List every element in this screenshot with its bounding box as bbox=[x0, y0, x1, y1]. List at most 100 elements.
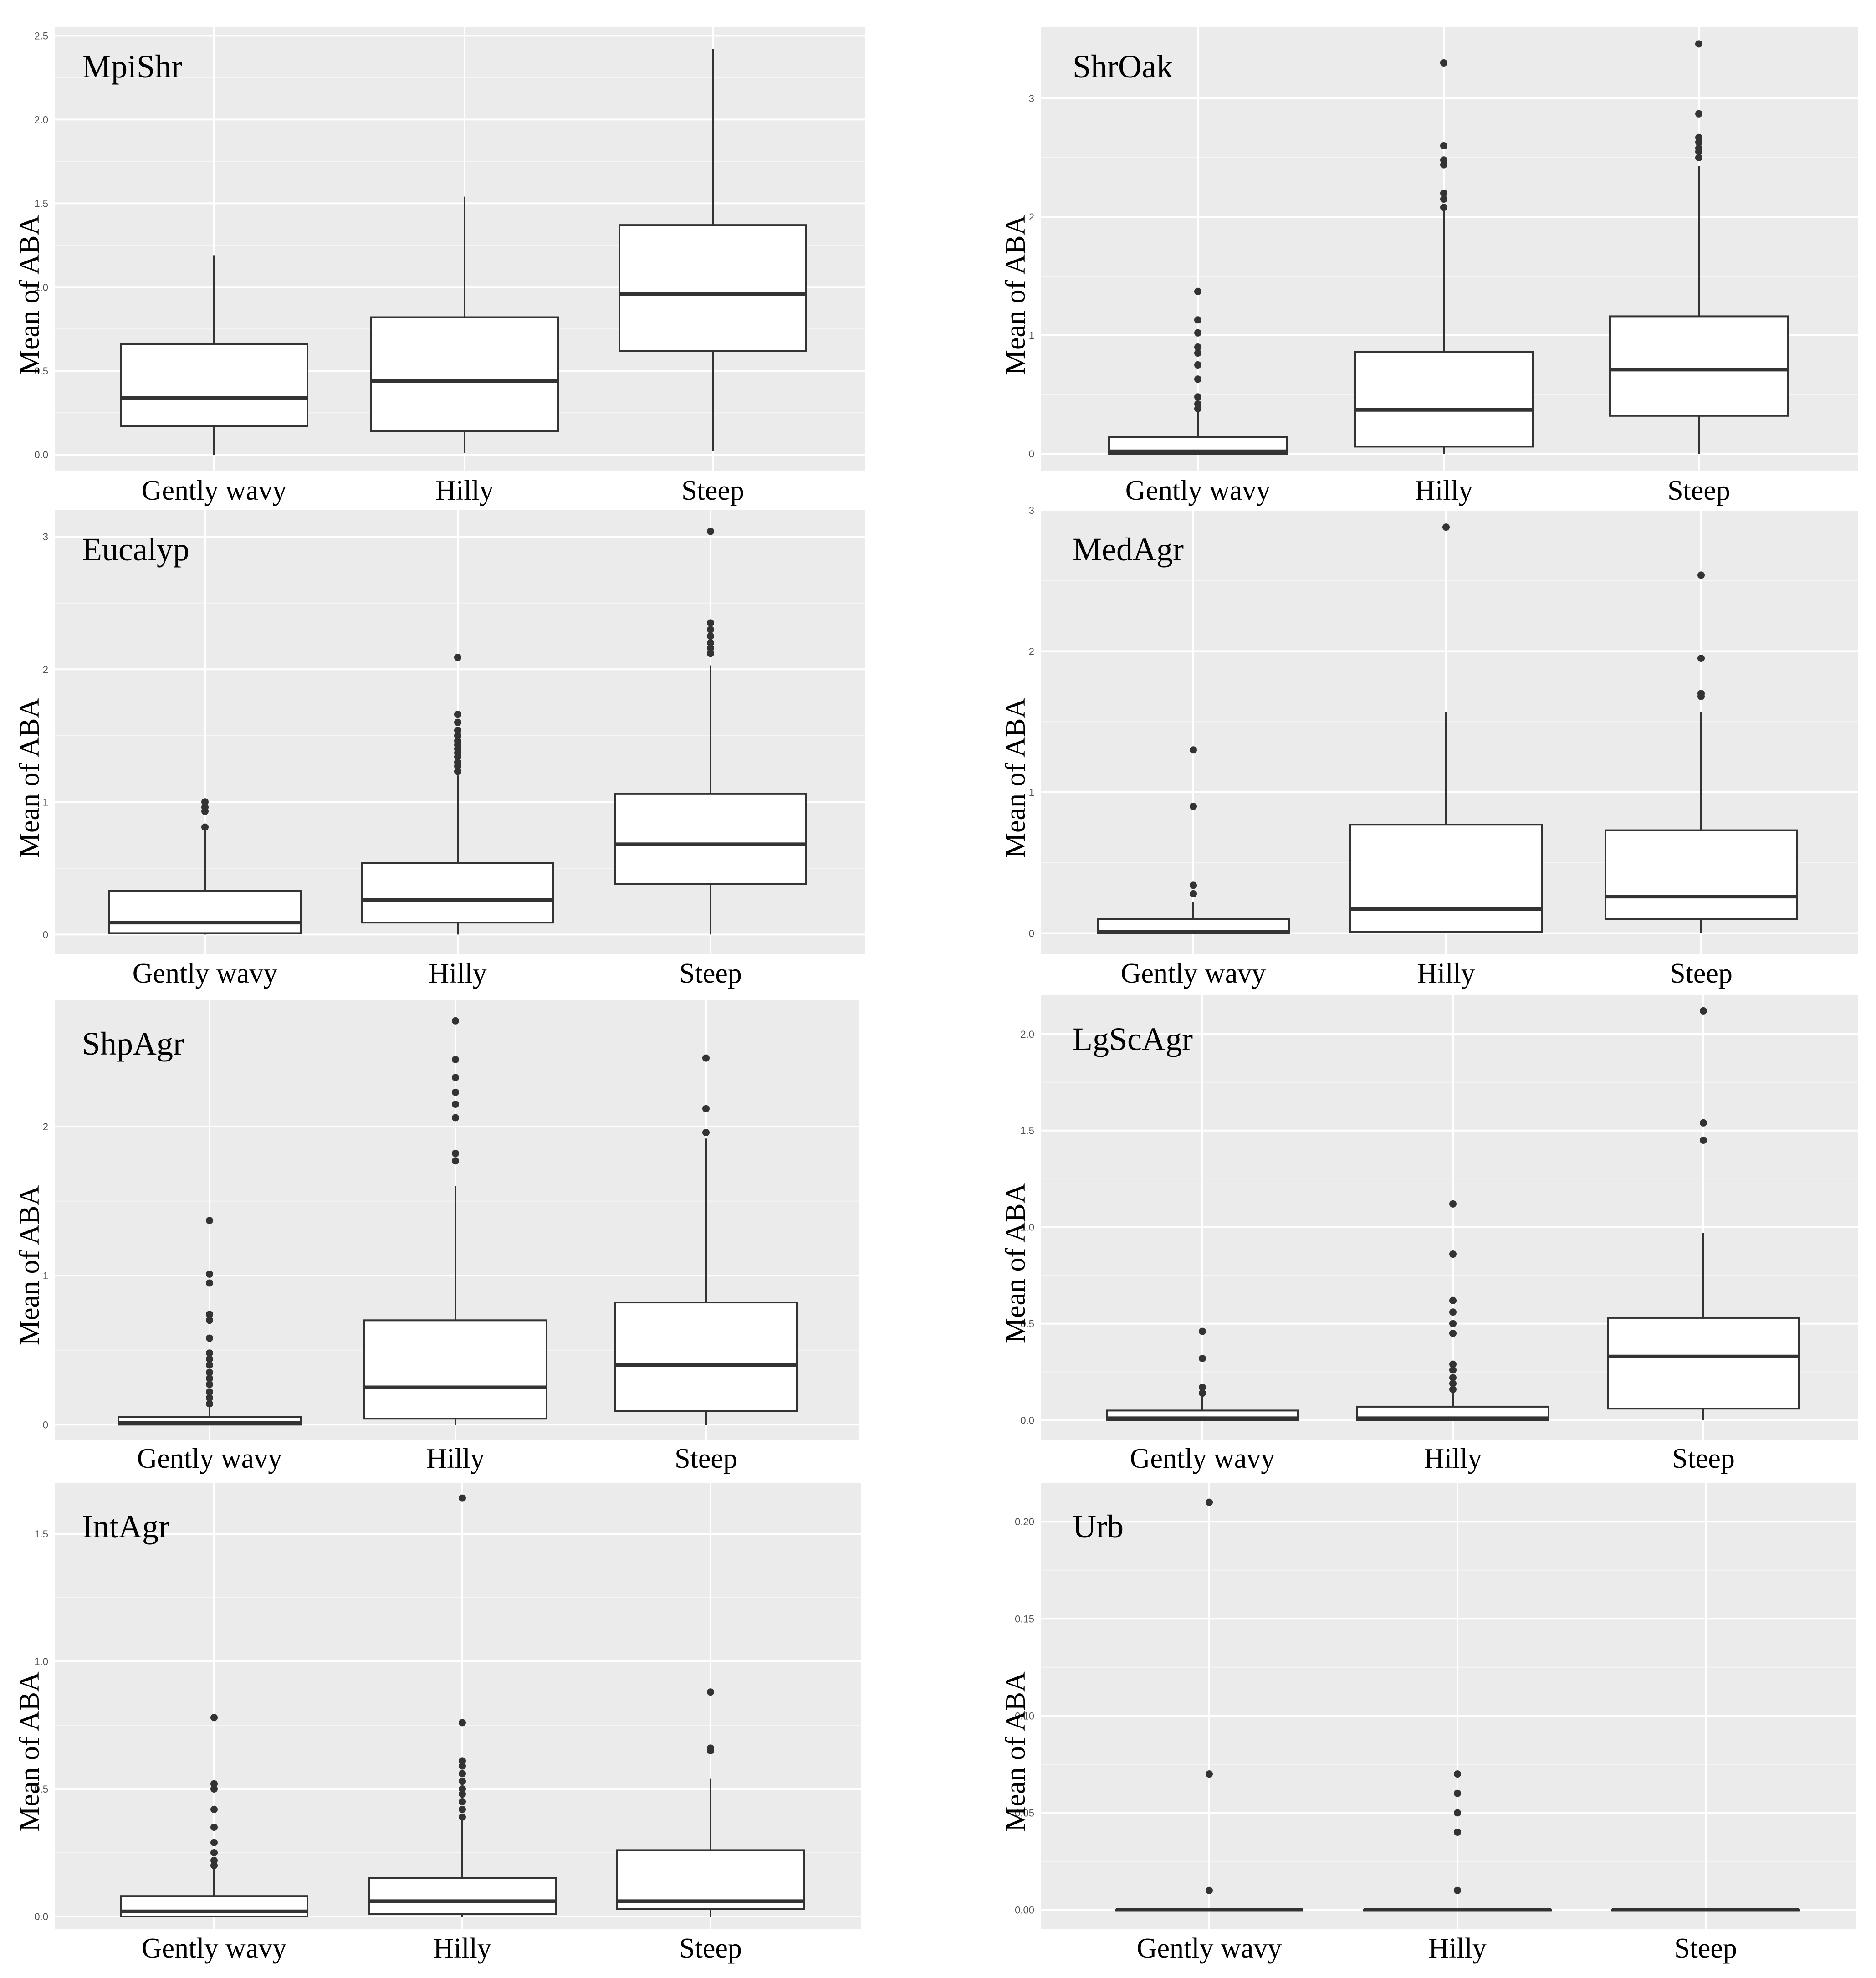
x-tick-label: Hilly bbox=[435, 475, 493, 506]
outlier-point bbox=[459, 1757, 466, 1765]
outlier-point bbox=[454, 737, 461, 745]
outlier-point bbox=[1449, 1360, 1457, 1368]
outlier-point bbox=[210, 1856, 218, 1864]
y-tick-label: 0.0 bbox=[34, 449, 48, 461]
x-tick-label: Gently wavy bbox=[1137, 1933, 1282, 1964]
y-tick-label: 3 bbox=[1029, 93, 1034, 104]
outlier-point bbox=[459, 1798, 466, 1805]
x-tick-label: Gently wavy bbox=[133, 958, 278, 989]
box-hilly bbox=[368, 1494, 557, 1917]
outlier-point bbox=[452, 1088, 459, 1096]
panel-medagr: 0 1 2 3 Gently wavy Hilly Steep MedAgr Mean of A… bbox=[1000, 505, 1858, 989]
outlier-point bbox=[1194, 375, 1201, 383]
panel-intagr: 0.0 0.5 1.0 1.5 Gently wavy Hilly Steep IntAgr M… bbox=[14, 1483, 861, 1964]
panel-title: Eucalyp bbox=[82, 531, 189, 568]
x-tick-label: Hilly bbox=[429, 958, 486, 989]
outlier-point bbox=[1454, 1886, 1461, 1894]
y-tick-label: 0.0 bbox=[34, 1911, 48, 1922]
outlier-point bbox=[1199, 1327, 1206, 1335]
outlier-point bbox=[459, 1805, 466, 1813]
y-tick-label: 1.5 bbox=[1020, 1125, 1034, 1137]
outlier-point bbox=[459, 1494, 466, 1502]
y-tick-label: 0 bbox=[1029, 928, 1034, 939]
outlier-point bbox=[454, 732, 461, 739]
iqr-box bbox=[614, 793, 807, 885]
y-tick-label: 1.5 bbox=[34, 198, 48, 209]
iqr-box bbox=[120, 1895, 308, 1918]
panel-eucalyp: 0 1 2 3 Gently wavy Hilly Steep Eucalyp Mean of … bbox=[14, 510, 865, 989]
outlier-point bbox=[1454, 1770, 1461, 1778]
x-tick-label: Hilly bbox=[433, 1933, 491, 1964]
outlier-point bbox=[1697, 655, 1705, 662]
outlier-point bbox=[1440, 59, 1447, 67]
y-axis-label: Mean of ABA bbox=[1000, 215, 1031, 375]
y-tick-label: 2 bbox=[1029, 211, 1034, 223]
outlier-point bbox=[1440, 190, 1447, 197]
box-steep bbox=[614, 528, 807, 935]
x-tick-label: Gently wavy bbox=[142, 1933, 287, 1964]
panel-title: LgScAgr bbox=[1073, 1021, 1193, 1057]
outlier-point bbox=[1440, 204, 1447, 211]
y-tick-label: 0.5 bbox=[34, 1783, 48, 1795]
outlier-point bbox=[1190, 803, 1197, 810]
x-tick-label: Gently wavy bbox=[1125, 475, 1271, 506]
y-tick-label: 1.5 bbox=[34, 1528, 48, 1540]
box-steep bbox=[614, 1054, 798, 1425]
outlier-point bbox=[201, 823, 209, 831]
outlier-point bbox=[1194, 361, 1201, 369]
y-tick-label: 2 bbox=[43, 664, 48, 675]
y-axis-label: Mean of ABA bbox=[14, 698, 45, 858]
outlier-point bbox=[702, 1105, 710, 1112]
outlier-point bbox=[1449, 1200, 1457, 1208]
outlier-point bbox=[210, 1714, 218, 1722]
y-axis-label: Mean of ABA bbox=[14, 1185, 45, 1346]
outlier-point bbox=[206, 1394, 213, 1402]
outlier-point bbox=[1695, 133, 1702, 141]
x-tick-label: Steep bbox=[1672, 1443, 1735, 1474]
outlier-point bbox=[206, 1349, 213, 1357]
outlier-point bbox=[1199, 1389, 1206, 1397]
iqr-box bbox=[1605, 829, 1798, 920]
outlier-point bbox=[1206, 1498, 1213, 1506]
panel-mpishr: 0.0 0.5 1.0 1.5 2.0 2.5 Gently wavy Hilly Steep M… bbox=[14, 27, 865, 506]
outlier-point bbox=[1449, 1250, 1457, 1258]
iqr-box bbox=[614, 1302, 798, 1412]
y-tick-label: 2 bbox=[43, 1121, 48, 1132]
y-tick-label: 1.0 bbox=[34, 282, 48, 293]
outlier-point bbox=[1190, 890, 1197, 897]
x-tick-label: Steep bbox=[679, 1933, 742, 1964]
outlier-point bbox=[206, 1334, 213, 1342]
outlier-point bbox=[1194, 287, 1201, 295]
box-steep bbox=[1605, 571, 1798, 933]
box-steep bbox=[1611, 1908, 1800, 1912]
panel-title: ShrOak bbox=[1073, 48, 1173, 85]
y-tick-label: 0.5 bbox=[1020, 1318, 1034, 1330]
iqr-box bbox=[363, 1319, 547, 1420]
outlier-point bbox=[452, 1056, 459, 1063]
outlier-point bbox=[1440, 195, 1447, 203]
box-gently-wavy bbox=[108, 798, 302, 935]
outlier-point bbox=[454, 758, 461, 766]
outlier-point bbox=[1194, 329, 1201, 337]
outlier-point bbox=[459, 1790, 466, 1798]
outlier-point bbox=[1449, 1320, 1457, 1327]
outlier-point bbox=[206, 1361, 213, 1369]
y-tick-label: 2.0 bbox=[1020, 1029, 1034, 1040]
outlier-point bbox=[1700, 1007, 1707, 1015]
box-gently-wavy bbox=[1108, 287, 1288, 455]
box-hilly bbox=[363, 1017, 547, 1425]
outlier-point bbox=[1440, 142, 1447, 149]
outlier-point bbox=[1695, 110, 1702, 118]
outlier-point bbox=[1194, 343, 1201, 351]
x-tick-label: Hilly bbox=[1415, 475, 1472, 506]
outlier-point bbox=[1454, 1789, 1461, 1797]
outlier-point bbox=[1695, 144, 1702, 152]
panel-shpagr: 0 1 2 Gently wavy Hilly Steep ShpAgr Mean of AB… bbox=[14, 1000, 859, 1474]
panel-background bbox=[1041, 1483, 1856, 1929]
outlier-point bbox=[1206, 1886, 1213, 1894]
outlier-point bbox=[1194, 349, 1201, 357]
outlier-point bbox=[454, 654, 461, 661]
outlier-point bbox=[707, 1744, 714, 1752]
y-tick-label: 3 bbox=[1029, 505, 1034, 516]
y-tick-label: 1 bbox=[43, 796, 48, 808]
